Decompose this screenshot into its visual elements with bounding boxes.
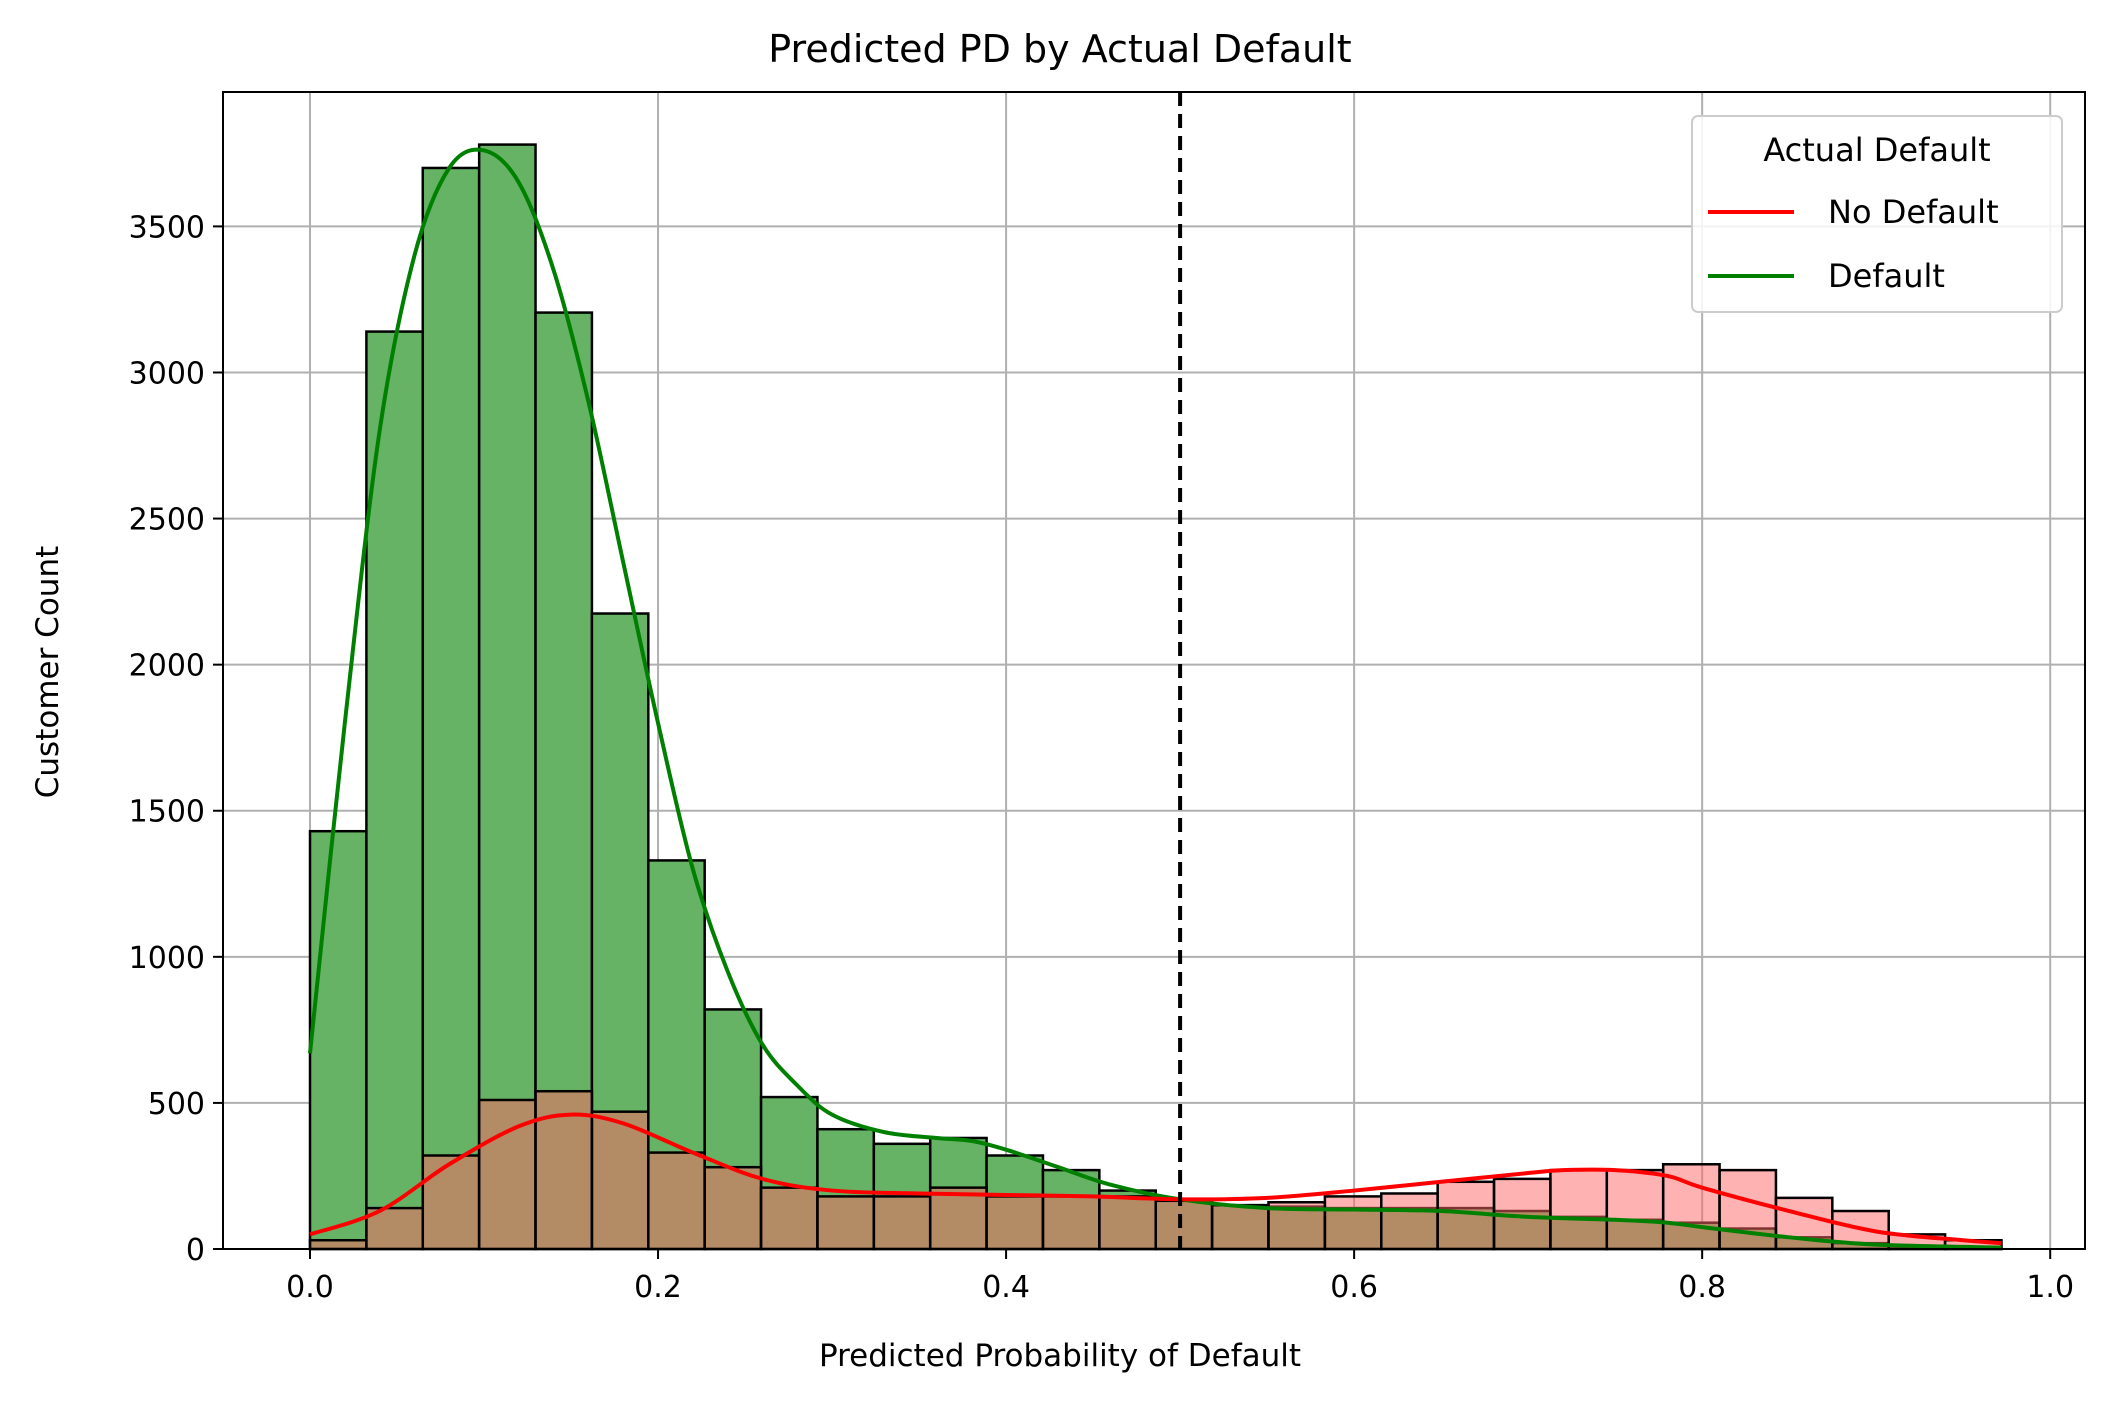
no-default-bar-12 xyxy=(985,1195,1045,1251)
no-default-bar-16 xyxy=(1210,1203,1270,1251)
x-axis-title: Predicted Probability of Default xyxy=(819,1338,1301,1374)
y-tick-label-5: 2500 xyxy=(129,503,205,538)
legend-entry-default: Default xyxy=(1828,257,1945,295)
y-tick-label-7: 3500 xyxy=(129,210,205,245)
default-bar-2 xyxy=(421,166,481,1251)
x-tick-label-1: 0.2 xyxy=(634,1270,682,1305)
no-default-bar-14 xyxy=(1098,1195,1157,1251)
no-default-bar-13 xyxy=(1041,1195,1101,1251)
legend: Actual Default No Default Default xyxy=(1691,115,2063,313)
no-default-bar-11 xyxy=(928,1186,988,1251)
no-default-bar-5 xyxy=(590,1110,650,1251)
no-default-bar-18 xyxy=(1323,1195,1383,1251)
legend-box xyxy=(1691,115,2063,313)
no-default-bar-25 xyxy=(1718,1168,1778,1251)
no-default-bar-15 xyxy=(1154,1199,1214,1251)
no-default-bar-22 xyxy=(1549,1168,1609,1251)
no-default-bar-10 xyxy=(872,1195,932,1251)
default-bar-3 xyxy=(477,143,537,1251)
chart-title: Predicted PD by Actual Default xyxy=(768,27,1351,71)
y-axis: 0 500 1000 1500 2000 2500 3000 3500 xyxy=(129,210,223,1268)
legend-entry-no-default: No Default xyxy=(1828,193,1999,231)
default-kde-line xyxy=(308,147,2002,1250)
x-tick-label-0: 0.0 xyxy=(286,1270,334,1305)
legend-title: Actual Default xyxy=(1763,131,1990,169)
y-tick-label-6: 3000 xyxy=(129,356,205,391)
y-tick-label-4: 2000 xyxy=(129,649,205,684)
x-tick-label-3: 0.6 xyxy=(1330,1270,1378,1305)
no-default-bar-2 xyxy=(421,1154,481,1251)
y-tick-label-0: 0 xyxy=(186,1233,205,1268)
no-default-bar-8 xyxy=(759,1186,819,1251)
no-default-bar-9 xyxy=(816,1195,876,1251)
y-tick-label-2: 1000 xyxy=(129,941,205,976)
no-default-bar-23 xyxy=(1605,1168,1665,1251)
y-tick-label-3: 1500 xyxy=(129,795,205,830)
y-tick-label-1: 500 xyxy=(148,1087,205,1122)
x-tick-label-2: 0.4 xyxy=(982,1270,1030,1305)
x-tick-label-4: 0.8 xyxy=(1678,1270,1726,1305)
default-bars xyxy=(308,143,2003,1251)
plot-frame xyxy=(222,91,2086,1250)
y-axis-title: Customer Count xyxy=(30,546,66,799)
x-axis: 0.0 0.2 0.4 0.6 0.8 1.0 xyxy=(286,1249,2074,1305)
default-bar-0 xyxy=(308,829,368,1251)
no-default-bar-0 xyxy=(308,1238,368,1251)
no-default-bar-7 xyxy=(703,1165,763,1251)
no-default-bar-6 xyxy=(647,1151,706,1251)
x-tick-label-5: 1.0 xyxy=(2026,1270,2074,1305)
no-default-bar-19 xyxy=(1380,1192,1439,1251)
